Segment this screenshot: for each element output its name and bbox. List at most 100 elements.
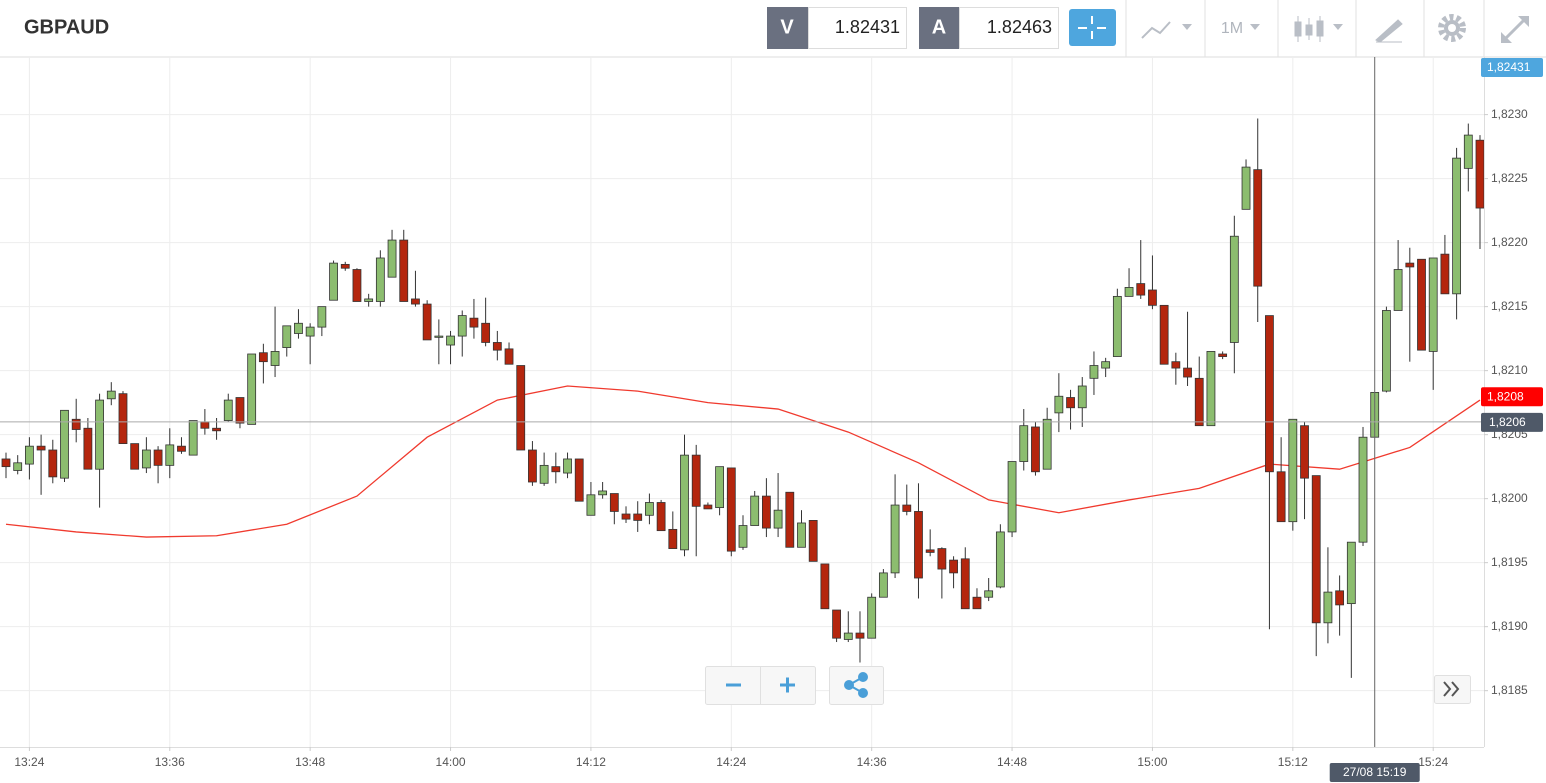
candle-body (95, 399, 104, 470)
candle-body (1323, 591, 1333, 624)
candle-body (832, 609, 841, 639)
candle-body (761, 495, 771, 529)
candle-body (457, 315, 467, 337)
candle-body (773, 509, 783, 529)
chart-type-button[interactable] (1141, 21, 1192, 39)
candle-body (352, 269, 362, 302)
candle-body (1463, 134, 1473, 169)
candle-body (551, 466, 561, 473)
candle-body (925, 549, 935, 553)
crosshair-icon (1078, 16, 1106, 39)
crosshair-x-label: 27/08 15:19 (1343, 765, 1407, 779)
candle-body (820, 563, 830, 610)
candle-body (223, 399, 233, 421)
candle-body (1148, 289, 1157, 306)
candle-body (1054, 395, 1064, 414)
candle-body (1112, 295, 1122, 357)
candle-body (586, 494, 596, 516)
y-tick-label: 1,8210 (1491, 363, 1528, 377)
candle-body (177, 445, 186, 452)
bid-price: 1.82431 (835, 17, 900, 37)
ask-box (959, 7, 1059, 49)
scroll-end-icon (1443, 681, 1460, 697)
candle-body (24, 445, 34, 465)
candle-body (785, 491, 795, 548)
candle-body (165, 444, 175, 466)
candle-body (1124, 287, 1134, 297)
draw-button[interactable] (1375, 19, 1403, 43)
x-tick-label: 14:48 (997, 755, 1027, 769)
crosshair-button[interactable] (1069, 9, 1116, 46)
candle-body (118, 393, 128, 445)
candle-body (1475, 139, 1484, 209)
candle-body (1346, 541, 1356, 605)
price-marker-label: 1,82431 (1487, 60, 1531, 74)
candle-body (60, 409, 69, 479)
candle-body (609, 493, 619, 512)
candle-body (294, 322, 303, 334)
candle-body (645, 502, 654, 516)
x-tick-label: 14:36 (857, 755, 887, 769)
candle-body (387, 239, 397, 278)
settings-button[interactable] (1438, 14, 1466, 42)
candle-type-button[interactable] (1294, 16, 1343, 42)
scroll-end-button[interactable] (1434, 675, 1471, 704)
candle-body (808, 520, 818, 562)
candle-body (680, 454, 689, 551)
candle-body (539, 464, 549, 484)
candle-body (481, 322, 491, 343)
candle-body (36, 445, 46, 451)
candle-body (574, 458, 584, 502)
candle-body (984, 590, 994, 598)
toolbar-separators (1125, 0, 1485, 57)
y-tick-label: 1,8220 (1491, 235, 1528, 249)
candle-body (1358, 436, 1368, 543)
bid-label: V (780, 16, 794, 38)
price-marker-box (1481, 387, 1543, 407)
candle-body (422, 303, 432, 341)
x-tick-label: 15:12 (1278, 755, 1308, 769)
candle-body (703, 504, 713, 510)
share-icon (844, 672, 868, 698)
candle-body (1136, 283, 1146, 296)
candle-body (1229, 235, 1239, 343)
moving-average-line (5, 385, 1481, 538)
candle-body (141, 449, 151, 469)
candle-body (1265, 315, 1274, 473)
y-tick-label: 1,8200 (1491, 491, 1528, 505)
candle-body (890, 504, 900, 574)
candle-body (867, 596, 877, 639)
candle-body (914, 511, 923, 579)
candle-body (188, 420, 198, 456)
x-tick-label: 15:24 (1418, 755, 1448, 769)
toolbar: GBPAUD V 1.82431 A 1.82463 1M (0, 0, 1546, 58)
candle-body (1428, 257, 1438, 352)
x-tick-label: 13:36 (155, 755, 185, 769)
candle-body (446, 335, 455, 346)
y-tick-label: 1,8190 (1491, 619, 1528, 633)
candle-body (340, 263, 350, 269)
candle-body (1066, 397, 1075, 409)
fullscreen-button[interactable] (1501, 16, 1529, 43)
candle-body (1276, 471, 1286, 523)
candle-body (1101, 361, 1111, 369)
candle-body (1311, 475, 1321, 624)
zoom-in[interactable] (780, 677, 795, 693)
candle-body (1194, 377, 1204, 427)
candle-body (106, 390, 116, 400)
candle-body (469, 317, 479, 328)
candle-body (598, 490, 608, 496)
ask-label-box[interactable] (919, 7, 959, 49)
candle-body (1171, 361, 1181, 369)
candle-body (1019, 425, 1029, 462)
plot (0, 57, 1484, 747)
crosshair-x-box (1329, 763, 1420, 782)
timeframe-arrow (1250, 24, 1260, 30)
candle-body (247, 353, 257, 425)
share-button[interactable] (829, 666, 884, 705)
bid-label-box[interactable] (767, 7, 808, 49)
crosshair-y-box (1481, 412, 1543, 432)
timeframe[interactable]: 1M (1221, 20, 1243, 37)
